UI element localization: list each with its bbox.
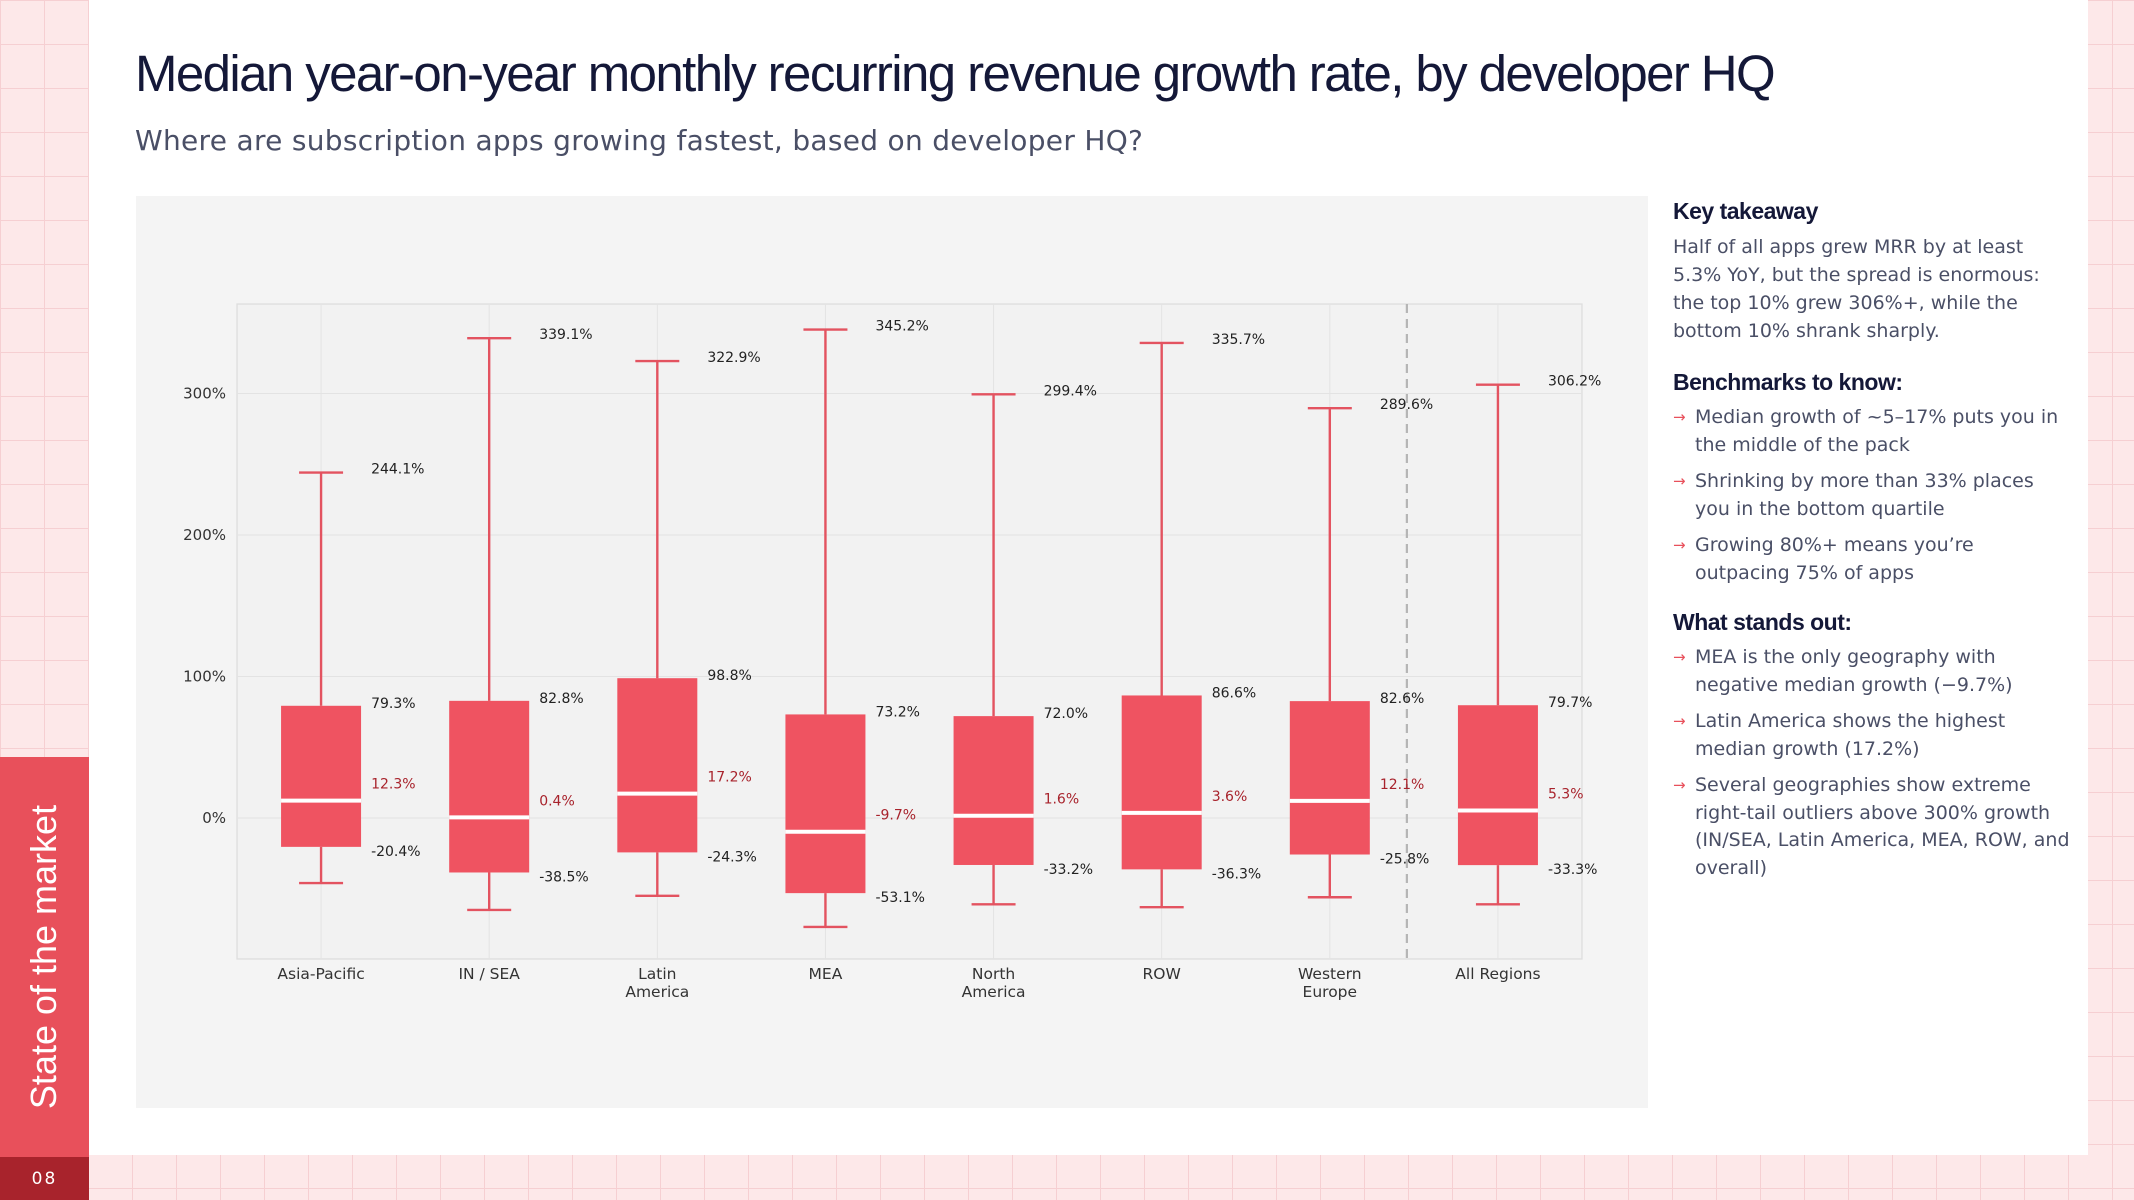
benchmarks-list: → Median growth of ~5–17% puts you in the… [1673,404,2073,587]
whisker-high-label: 322.9% [707,350,760,366]
box-iqr [953,716,1034,865]
stands-out-section: What stands out: → MEA is the only geogra… [1673,609,2073,882]
x-category-label: North [972,965,1015,983]
q1-label: -33.2% [1044,862,1094,878]
q1-label: -25.8% [1380,852,1430,868]
q1-label: -36.3% [1212,866,1262,882]
list-item-text: Median growth of ~5–17% puts you in the … [1695,406,2059,456]
benchmarks-section: Benchmarks to know: → Median growth of ~5… [1673,369,2073,587]
median-label: 3.6% [1212,789,1248,805]
list-item: → Growing 80%+ means you’re outpacing 75%… [1673,532,2073,587]
median-label: 1.6% [1044,792,1080,808]
arrow-icon: → [1673,472,1686,490]
stands-out-list: → MEA is the only geography with negative… [1673,644,2073,882]
q1-label: -24.3% [707,849,757,865]
list-item-text: Several geographies show extreme right-t… [1695,774,2070,879]
whisker-high-label: 306.2% [1548,374,1601,390]
y-tick-label: 300% [183,385,226,403]
x-category-label: Western [1298,965,1362,983]
list-item: → Latin America shows the highest median … [1673,708,2073,763]
box-iqr [1457,705,1538,866]
chart-panel: 0% 100% 200% 300% 244.1% 79.3% 12.3% -20.4% Asia… [136,196,1648,1108]
x-category-label: IN / SEA [458,965,520,983]
whisker-high-label: 289.6% [1380,397,1433,413]
x-category-label: Asia-Pacific [277,965,364,983]
box-iqr [449,700,530,873]
median-label: 17.2% [707,770,751,786]
list-item-text: Growing 80%+ means you’re outpacing 75% … [1695,534,1974,584]
q1-label: -38.5% [539,869,589,885]
list-item: → Shrinking by more than 33% places you i… [1673,468,2073,523]
median-label: 5.3% [1548,787,1584,803]
arrow-icon: → [1673,648,1686,666]
whisker-high-label: 339.1% [539,327,592,343]
median-label: -9.7% [875,808,916,824]
whisker-high-label: 345.2% [875,319,928,335]
q3-label: 73.2% [875,704,919,720]
key-takeaway-text: Half of all apps grew MRR by at least 5.… [1673,236,2040,342]
q3-label: 79.3% [371,696,415,712]
page-number: 08 [0,1157,89,1200]
key-takeaway-section: Key takeaway Half of all apps grew MRR b… [1673,198,2073,345]
list-item-text: Latin America shows the highest median g… [1695,710,2006,760]
q3-label: 82.8% [539,691,583,707]
arrow-icon: → [1673,776,1686,794]
median-label: 12.3% [371,777,415,793]
list-item-text: Shrinking by more than 33% places you in… [1695,470,2034,520]
arrow-icon: → [1673,712,1686,730]
q1-label: -33.3% [1548,862,1598,878]
box-iqr [1121,695,1202,870]
x-category-label: America [962,983,1026,1001]
median-label: 12.1% [1380,777,1424,793]
q1-label: -53.1% [875,890,925,906]
median-label: 0.4% [539,793,575,809]
arrow-icon: → [1673,536,1686,554]
section-label: State of the market [23,804,64,1110]
whisker-high-label: 244.1% [371,462,424,478]
q3-label: 82.6% [1380,691,1424,707]
x-category-label: All Regions [1455,965,1540,983]
page-title: Median year-on-year monthly recurring re… [135,45,1776,102]
whisker-high-label: 299.4% [1044,383,1097,399]
box-iqr [617,678,698,853]
x-category-label: MEA [809,965,843,983]
q3-label: 98.8% [707,668,751,684]
list-item: → Median growth of ~5–17% puts you in the… [1673,404,2073,459]
q1-label: -20.4% [371,844,421,860]
key-takeaway-heading: Key takeaway [1673,198,1818,224]
x-category-label: America [625,983,689,1001]
section-tab [0,757,89,1157]
y-tick-label: 0% [202,809,226,827]
y-tick-label: 100% [183,668,226,686]
x-category-label: Europe [1303,983,1358,1001]
x-category-label: ROW [1143,965,1181,983]
q3-label: 79.7% [1548,695,1592,711]
page-subtitle: Where are subscription apps growing fast… [135,124,1144,157]
whisker-high-label: 335.7% [1212,332,1265,348]
arrow-icon: → [1673,408,1686,426]
box-iqr [281,705,362,847]
stands-out-heading: What stands out: [1673,609,1852,635]
box-iqr [1289,701,1370,855]
list-item: → Several geographies show extreme right-… [1673,772,2073,882]
list-item-text: MEA is the only geography with negative … [1695,646,2013,696]
x-category-label: Latin [638,965,676,983]
boxplot-chart: 0% 100% 200% 300% 244.1% 79.3% 12.3% -20.4% Asia… [183,303,1601,1001]
list-item: → MEA is the only geography with negative… [1673,644,2073,699]
q3-label: 86.6% [1212,685,1256,701]
box-iqr [785,714,866,894]
insights-column: Key takeaway Half of all apps grew MRR b… [1673,198,2073,904]
q3-label: 72.0% [1044,706,1088,722]
y-tick-label: 200% [183,526,226,544]
benchmarks-heading: Benchmarks to know: [1673,369,1903,395]
